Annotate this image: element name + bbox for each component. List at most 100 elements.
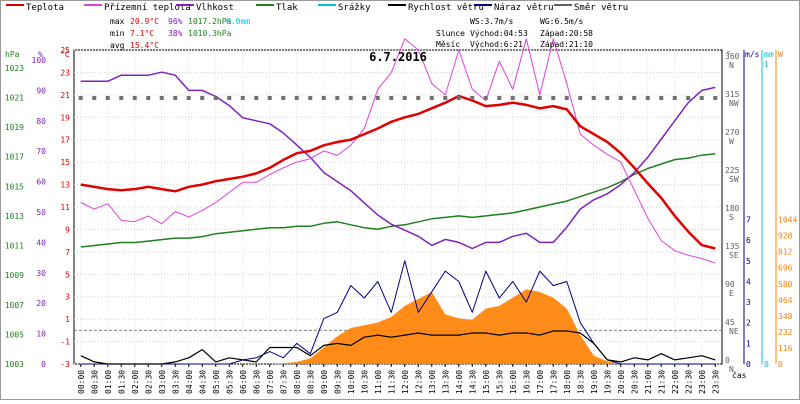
x-tick-label: 22:00 — [671, 370, 680, 394]
solar-tick-label: 928 — [778, 232, 793, 241]
x-tick-label: 03:30 — [171, 370, 180, 394]
x-tick-label: 06:30 — [252, 370, 261, 394]
wind-direction-marker — [348, 96, 353, 100]
direction-tick-label: 0 — [725, 356, 730, 365]
wind-direction-marker — [416, 96, 421, 100]
solar-tick-label: 0 — [778, 360, 783, 369]
temperature-tick-label: 19 — [60, 113, 70, 122]
wind-direction-marker — [686, 96, 691, 100]
axis-unit-rain: mm — [764, 50, 774, 59]
solar-area-path — [80, 289, 716, 364]
humidity-tick-label: 50 — [36, 208, 46, 217]
info-moonrise: Východ:6:21 — [470, 40, 523, 49]
solar-tick-label: 464 — [778, 296, 793, 305]
wind-direction-marker — [200, 96, 205, 100]
pressure-tick-label: 1011 — [5, 242, 24, 251]
x-tick-label: 01:00 — [104, 370, 113, 394]
pressure-tick-label: 1003 — [5, 360, 24, 369]
x-tick-label: 12:30 — [414, 370, 423, 394]
wind-direction-marker — [605, 96, 610, 100]
humidity-tick-label: 70 — [36, 147, 46, 156]
axis-unit-humidity: % — [38, 50, 43, 59]
wind-tick-label: 0 — [746, 360, 751, 369]
temperature-tick-label: 15 — [60, 158, 70, 167]
x-tick-label: 15:00 — [482, 370, 491, 394]
x-axis-label: čas — [732, 370, 747, 380]
info-wg: WG:6.5m/s — [540, 17, 584, 26]
wind-direction-marker — [672, 96, 677, 100]
direction-compass-label: S — [729, 213, 734, 222]
wind-direction-marker — [254, 96, 259, 100]
direction-tick-label: 270 — [725, 128, 740, 137]
legend-smer-vetru: Směr větru — [574, 3, 628, 13]
wind-tick-label: 5 — [746, 257, 751, 266]
legend-prizemni-teplota: Přízemní teplota — [104, 3, 191, 13]
wind-direction-marker — [632, 96, 637, 100]
x-tick-label: 17:30 — [549, 370, 558, 394]
x-tick-label: 10:00 — [347, 370, 356, 394]
wind-direction-marker — [510, 96, 515, 100]
ground-temp-line — [80, 38, 716, 264]
wind-tick-label: 7 — [746, 216, 751, 225]
x-tick-label: 07:30 — [279, 370, 288, 394]
x-tick-label: 02:30 — [144, 370, 153, 394]
x-tick-label: 18:30 — [576, 370, 585, 394]
direction-tick-label: 90 — [725, 280, 735, 289]
x-tick-label: 00:30 — [90, 370, 99, 394]
stats-max-rain: 0.0mm — [226, 17, 250, 26]
wind-direction-marker — [92, 96, 97, 100]
x-tick-label: 21:00 — [644, 370, 653, 394]
rain-tick-label: 1 — [764, 60, 769, 69]
wind-direction-marker — [267, 96, 272, 100]
direction-compass-label: W — [729, 137, 734, 146]
wind-direction-marker — [362, 96, 367, 100]
stats-avg-temp: 15.4°C — [130, 41, 159, 50]
stats-max-label: max — [110, 17, 125, 26]
axis-unit-temperature: °C — [60, 50, 70, 59]
series-lines — [78, 38, 718, 365]
pressure-tick-label: 1005 — [5, 330, 24, 339]
wind-direction-marker — [146, 96, 151, 100]
temperature-tick-label: 9 — [65, 225, 70, 234]
x-tick-label: 02:00 — [131, 370, 140, 394]
wind-direction-marker — [321, 96, 326, 100]
temperature-tick-label: 23 — [60, 68, 70, 77]
wind-direction-marker — [483, 96, 488, 100]
direction-compass-label: E — [729, 289, 734, 298]
temperature-tick-label: -3 — [60, 360, 70, 369]
wind-direction-marker — [551, 96, 556, 100]
wind-direction-marker — [294, 96, 299, 100]
temperature-tick-label: 7 — [65, 248, 70, 257]
pressure-tick-label: 1009 — [5, 271, 24, 280]
pressure-line — [80, 152, 716, 248]
solar-area — [80, 289, 716, 364]
humidity-tick-label: 40 — [36, 238, 46, 247]
x-tick-label: 16:30 — [522, 370, 531, 394]
axis-unit-pressure: hPa — [5, 50, 20, 59]
humidity-tick-label: 30 — [36, 269, 46, 278]
wind-tick-label: 6 — [746, 236, 751, 245]
wind-direction-marker — [281, 96, 286, 100]
temperature-tick-label: 17 — [60, 136, 70, 145]
wind-direction-marker — [105, 96, 110, 100]
wind-direction-marker — [429, 96, 434, 100]
solar-tick-label: 580 — [778, 280, 793, 289]
legend-naraz-vetru: Náraz větru — [494, 3, 554, 13]
legend-vlhkost: Vlhkost — [196, 3, 234, 13]
wind-direction-marker — [537, 96, 542, 100]
x-tick-label: 01:30 — [117, 370, 126, 394]
stats-min-temp: 7.1°C — [130, 29, 154, 38]
direction-tick-label: 180 — [725, 204, 740, 213]
humidity-tick-label: 90 — [36, 86, 46, 95]
humidity-tick-label: 10 — [36, 330, 46, 339]
solar-tick-label: 1044 — [778, 216, 797, 225]
legend-tlak: Tlak — [276, 3, 298, 13]
wind-tick-label: 2 — [746, 319, 751, 328]
x-tick-label: 04:30 — [198, 370, 207, 394]
x-tick-label: 14:30 — [468, 370, 477, 394]
direction-compass-label: N — [729, 365, 734, 374]
solar-tick-label: 348 — [778, 312, 793, 321]
wind-direction-marker — [389, 96, 394, 100]
